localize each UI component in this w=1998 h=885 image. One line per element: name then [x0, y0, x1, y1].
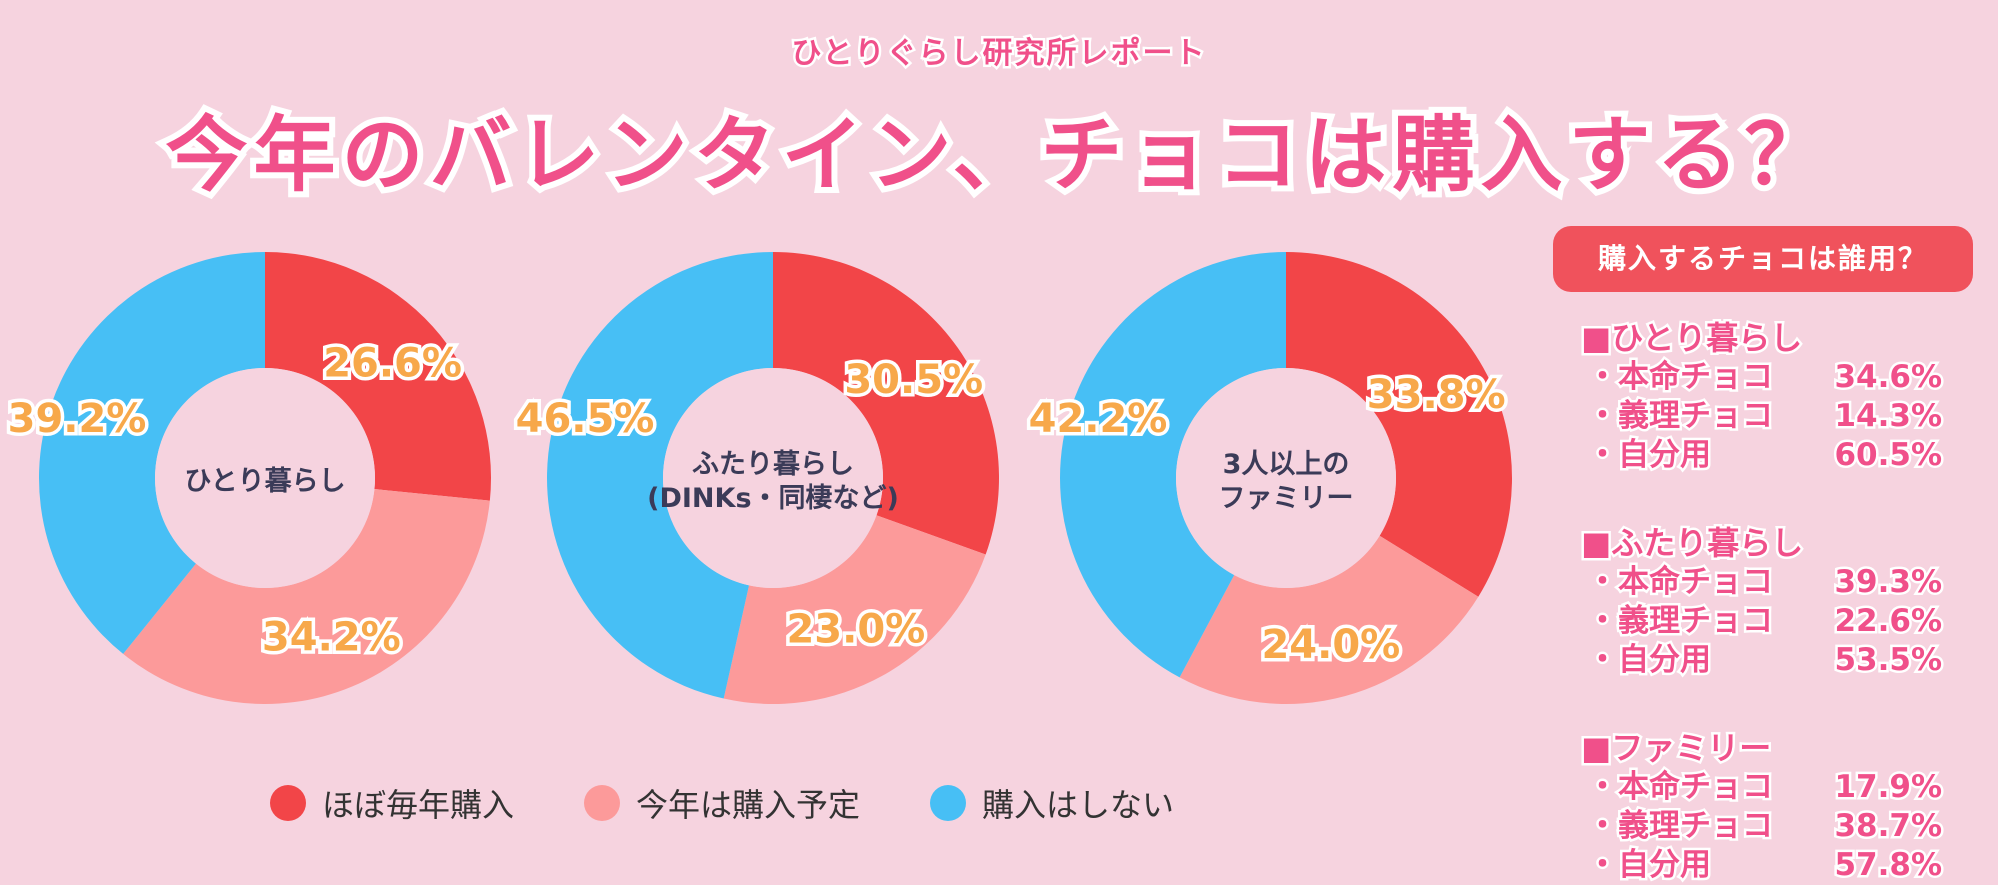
- slice-every-year: [265, 252, 491, 501]
- row-value: 57.8%: [1832, 845, 1945, 885]
- side-panel: 購入するチョコは誰用？ ■ひとり暮らし ・本命チョコ 34.6% ・義理チョコ 14…: [1553, 226, 1973, 885]
- donut-center-label: ふたり暮らし: [692, 449, 854, 480]
- slice-this-year: [123, 489, 490, 704]
- row-value: 17.9%: [1832, 767, 1945, 808]
- donut-chart-1: ひとり暮らし 26.6% 34.2% 39.2%: [4, 251, 491, 704]
- list-item: ・自分用 60.5%: [1581, 435, 1973, 476]
- row-label: ・自分用: [1585, 640, 1714, 681]
- group-single: ■ひとり暮らし ・本命チョコ 34.6% ・義理チョコ 14.3% ・自分用 60.5…: [1579, 317, 1973, 476]
- row-label: ・義理チョコ: [1585, 806, 1776, 847]
- row-value: 60.5%: [1832, 435, 1945, 476]
- slice-not-buy: [1060, 252, 1286, 678]
- data-label: 24.0%: [1261, 622, 1400, 668]
- list-item: ・自分用 57.8%: [1581, 845, 1973, 885]
- list-item: ・義理チョコ 22.6%: [1581, 601, 1973, 642]
- donut-hole: [663, 368, 883, 588]
- data-label: 26.6%: [323, 341, 462, 387]
- list-item: ・義理チョコ 38.7%: [1581, 806, 1973, 847]
- slice-not-buy: [547, 251, 773, 699]
- slice-every-year: [773, 252, 999, 555]
- data-label: 34.2%: [262, 615, 401, 661]
- page-title: 今年のバレンタイン、チョコは購入する？: [159, 102, 1833, 209]
- donut-chart-2: ふたり暮らし(DINKs・同棲など) 30.5% 23.0% 46.5%: [512, 251, 999, 704]
- row-label: ・自分用: [1585, 435, 1714, 476]
- report-subtitle: ひとりぐらし研究所レポート: [789, 34, 1207, 74]
- legend-swatch-every-year: [270, 785, 306, 821]
- row-label: ・義理チョコ: [1585, 396, 1776, 437]
- row-value: 14.3%: [1832, 396, 1945, 437]
- legend-swatch-this-year: [584, 785, 621, 821]
- side-panel-title: 購入するチョコは誰用？: [1553, 226, 1973, 292]
- group-title: ■ファミリー: [1579, 727, 1774, 770]
- legend-item-this-year: 今年は購入予定: [584, 780, 860, 826]
- row-value: 38.7%: [1832, 806, 1945, 847]
- legend-label: ほぼ毎年購入: [322, 786, 515, 824]
- legend-swatch-not-buy: [930, 785, 967, 821]
- chart-legend: ほぼ毎年購入 今年は購入予定 購入はしない: [270, 780, 1174, 826]
- data-label: 46.5%: [516, 396, 655, 442]
- row-label: ・本命チョコ: [1585, 562, 1776, 603]
- row-label: ・本命チョコ: [1585, 767, 1776, 808]
- group-couple: ■ふたり暮らし ・本命チョコ 39.3% ・義理チョコ 22.6% ・自分用 53.5…: [1579, 522, 1973, 681]
- row-value: 34.6%: [1832, 357, 1945, 398]
- donut-center-label: 3人以上の: [1223, 449, 1350, 480]
- donut-hole: [155, 368, 375, 588]
- legend-item-not-buy: 購入はしない: [930, 780, 1174, 826]
- row-value: 22.6%: [1832, 601, 1945, 642]
- data-label: 42.2%: [1029, 396, 1168, 442]
- donut-center-label: ひとり暮らし: [184, 466, 345, 497]
- donut-center-label: (DINKs・同棲など): [647, 483, 899, 514]
- legend-item-every-year: ほぼ毎年購入: [270, 780, 514, 826]
- donut-hole: [1176, 368, 1396, 588]
- legend-label: 今年は購入予定: [636, 786, 861, 824]
- data-label: 30.5%: [844, 357, 983, 403]
- data-label: 23.0%: [786, 607, 925, 653]
- group-title: ■ひとり暮らし: [1579, 317, 1805, 360]
- list-item: ・本命チョコ 17.9%: [1581, 767, 1973, 808]
- slice-this-year: [723, 515, 986, 704]
- row-value: 53.5%: [1832, 640, 1945, 681]
- row-label: ・義理チョコ: [1585, 601, 1776, 642]
- row-value: 39.3%: [1832, 562, 1945, 603]
- row-label: ・自分用: [1585, 845, 1714, 885]
- donut-charts: ひとり暮らし 26.6% 34.2% 39.2% ふたり暮らし(DINKs・同棲など) 3…: [4, 251, 1512, 704]
- list-item: ・義理チョコ 14.3%: [1581, 396, 1973, 437]
- list-item: ・本命チョコ 34.6%: [1581, 357, 1973, 398]
- slice-every-year: [1286, 252, 1512, 597]
- list-item: ・自分用 53.5%: [1581, 640, 1973, 681]
- list-item: ・本命チョコ 39.3%: [1581, 562, 1973, 603]
- row-label: ・本命チョコ: [1585, 357, 1776, 398]
- legend-label: 購入はしない: [982, 786, 1175, 824]
- data-label: 39.2%: [8, 396, 147, 442]
- group-family: ■ファミリー ・本命チョコ 17.9% ・義理チョコ 38.7% ・自分用 57.8%: [1579, 727, 1973, 885]
- donut-center-label: ファミリー: [1219, 483, 1354, 514]
- group-title: ■ふたり暮らし: [1579, 522, 1806, 565]
- slice-not-buy: [39, 251, 266, 654]
- data-label: 33.8%: [1367, 372, 1506, 418]
- slice-this-year: [1179, 535, 1479, 704]
